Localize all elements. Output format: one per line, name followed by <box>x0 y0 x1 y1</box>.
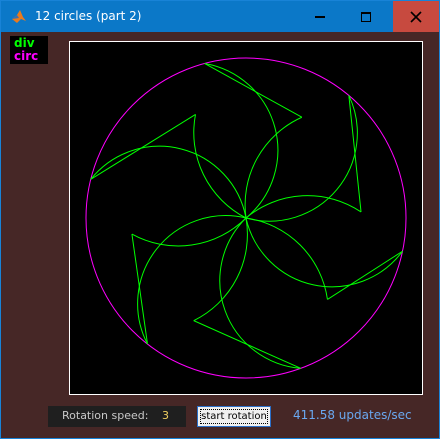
update-rate-readout: 411.58 updates/sec <box>293 408 412 422</box>
division-arc <box>245 95 358 222</box>
division-arc <box>245 217 403 288</box>
plot-axes <box>69 41 423 395</box>
division-arc <box>204 62 279 219</box>
window-title: 12 circles (part 2) <box>35 9 142 23</box>
division-arc <box>219 217 301 369</box>
legend-entry-div: div <box>14 36 35 50</box>
division-arc <box>90 145 247 219</box>
title-bar[interactable]: 12 circles (part 2) <box>1 1 439 32</box>
pinwheel-divisions <box>90 62 403 369</box>
maximize-icon <box>361 11 371 22</box>
division-arc <box>245 217 328 300</box>
division-line <box>131 233 148 345</box>
minimize-icon <box>315 15 325 18</box>
rotation-speed-control: Rotation speed: 3 <box>48 406 186 427</box>
division-arc <box>193 217 248 322</box>
close-icon <box>410 10 422 23</box>
pinwheel-plot <box>85 57 407 379</box>
maximize-button[interactable] <box>343 1 389 32</box>
minimize-button[interactable] <box>297 1 343 32</box>
close-button[interactable] <box>393 1 439 32</box>
start-rotation-button[interactable]: start rotation <box>197 406 271 427</box>
division-arc <box>245 195 362 219</box>
division-line <box>327 250 403 300</box>
division-arc <box>131 217 247 247</box>
rotation-speed-value[interactable]: 3 <box>162 409 169 422</box>
rotation-speed-label: Rotation speed: <box>62 409 149 422</box>
division-line <box>90 114 196 180</box>
division-line <box>204 63 303 118</box>
division-arc <box>137 215 247 345</box>
division-arc <box>193 114 247 219</box>
legend-box: div circ <box>10 36 48 64</box>
legend-entry-circ: circ <box>14 49 39 63</box>
division-arc <box>244 116 303 219</box>
outer-circle <box>85 57 407 379</box>
matlab-icon <box>12 10 26 23</box>
